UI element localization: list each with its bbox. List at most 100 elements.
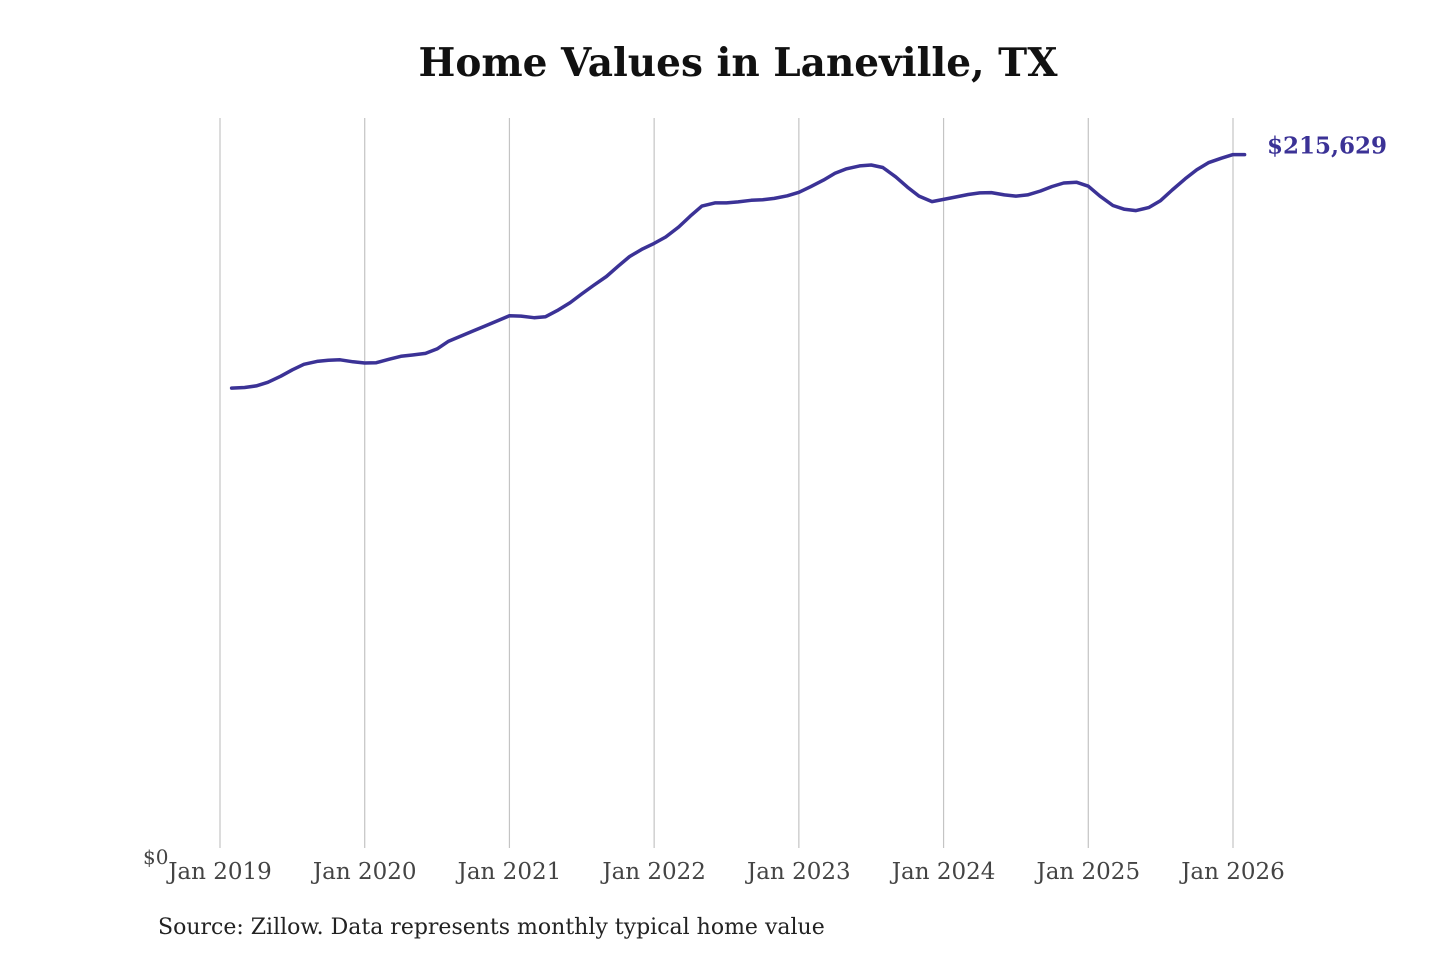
gridlines	[219, 118, 1234, 848]
x-tick-label-2023: Jan 2023	[745, 859, 851, 885]
latest-value-label: $215,629	[1267, 133, 1387, 160]
data-point-33	[628, 255, 631, 258]
data-point-82	[1220, 157, 1223, 160]
data-point-35	[653, 242, 656, 245]
data-point-23	[508, 314, 511, 317]
data-point-43	[750, 199, 753, 202]
data-point-58	[931, 200, 934, 203]
data-point-84	[1243, 153, 1246, 156]
x-tick-label-2019: Jan 2019	[166, 859, 272, 885]
data-point-36	[664, 236, 667, 239]
data-point-48	[809, 185, 812, 188]
data-point-21	[483, 325, 486, 328]
data-point-18	[447, 340, 450, 343]
data-point-60	[954, 196, 957, 199]
data-point-44	[761, 198, 764, 201]
data-point-61	[967, 193, 970, 196]
data-point-6	[302, 363, 305, 366]
data-point-34	[641, 247, 644, 250]
data-point-78	[1171, 189, 1174, 192]
x-tick-label-2024: Jan 2024	[890, 859, 996, 885]
data-point-69	[1062, 182, 1065, 185]
data-point-57	[918, 195, 921, 198]
source-note: Source: Zillow. Data represents monthly …	[158, 915, 825, 940]
data-point-1	[243, 386, 246, 389]
data-point-39	[700, 205, 703, 208]
data-point-81	[1207, 161, 1210, 164]
data-point-24	[520, 315, 523, 318]
data-point-59	[942, 198, 945, 201]
x-tick-label-2025: Jan 2025	[1034, 859, 1140, 885]
chart-title: Home Values in Laneville, TX	[418, 40, 1058, 86]
data-point-19	[460, 334, 463, 337]
data-point-77	[1159, 199, 1162, 202]
data-point-29	[580, 292, 583, 295]
data-point-40	[713, 201, 716, 204]
data-point-8	[327, 359, 330, 362]
home-value-line	[229, 152, 1247, 390]
data-point-38	[689, 215, 692, 218]
data-point-52	[858, 164, 861, 167]
data-point-9	[339, 358, 342, 361]
data-point-50	[834, 172, 837, 175]
data-point-10	[352, 360, 355, 363]
data-point-67	[1039, 190, 1042, 193]
data-point-64	[1003, 193, 1006, 196]
data-point-70	[1075, 181, 1078, 184]
data-point-68	[1051, 185, 1054, 188]
data-point-5	[291, 368, 294, 371]
data-point-80	[1195, 168, 1198, 171]
data-point-2	[255, 384, 258, 387]
data-point-4	[279, 375, 282, 378]
x-tick-label-2026: Jan 2026	[1179, 859, 1285, 885]
data-point-49	[822, 179, 825, 182]
data-point-72	[1098, 195, 1101, 198]
data-point-11	[363, 362, 366, 365]
data-point-79	[1184, 177, 1187, 180]
data-point-65	[1014, 195, 1017, 198]
data-point-28	[569, 301, 572, 304]
data-point-25	[533, 316, 536, 319]
data-point-54	[881, 166, 884, 169]
data-point-16	[424, 352, 427, 355]
data-point-46	[786, 194, 789, 197]
data-point-7	[316, 360, 319, 363]
data-point-13	[388, 358, 391, 361]
data-point-76	[1148, 206, 1151, 209]
data-point-41	[725, 201, 728, 204]
data-point-12	[375, 361, 378, 364]
data-point-27	[556, 309, 559, 312]
data-point-26	[544, 315, 547, 318]
x-tick-label-2022: Jan 2022	[600, 859, 706, 885]
data-point-66	[1026, 193, 1029, 196]
data-point-42	[737, 200, 740, 203]
data-point-75	[1135, 209, 1138, 212]
data-point-74	[1123, 208, 1126, 211]
data-point-83	[1232, 153, 1235, 156]
data-point-45	[773, 197, 776, 200]
data-point-73	[1111, 204, 1114, 207]
data-point-30	[592, 284, 595, 287]
data-point-0	[230, 387, 233, 390]
data-point-53	[870, 164, 873, 167]
data-point-62	[978, 191, 981, 194]
y-axis-zero-label: $0	[143, 845, 168, 869]
x-tick-label-2020: Jan 2020	[311, 859, 417, 885]
data-point-51	[845, 167, 848, 170]
data-point-20	[472, 329, 475, 332]
data-point-3	[266, 381, 269, 384]
data-point-14	[399, 355, 402, 358]
data-point-22	[496, 319, 499, 322]
data-point-71	[1087, 185, 1090, 188]
data-point-63	[990, 191, 993, 194]
data-point-31	[605, 275, 608, 278]
data-point-55	[894, 175, 897, 178]
data-point-15	[411, 354, 414, 357]
x-tick-label-2021: Jan 2021	[456, 859, 562, 885]
data-point-56	[906, 186, 909, 189]
data-point-17	[436, 347, 439, 350]
x-axis-tick-labels: Jan 2019 Jan 2020 Jan 2021 Jan 2022 Jan 2023…	[166, 859, 1285, 885]
data-point-32	[617, 265, 620, 268]
data-point-47	[797, 191, 800, 194]
